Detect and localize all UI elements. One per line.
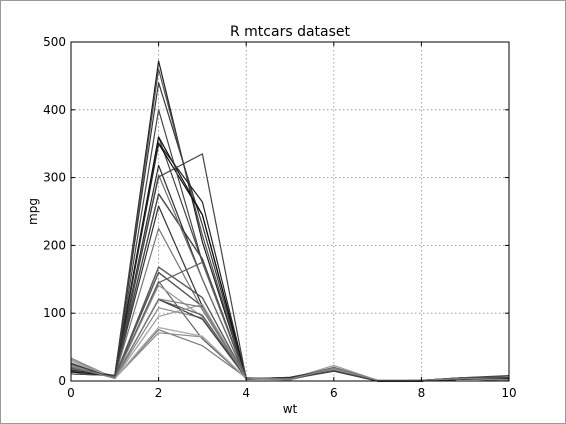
series-line (70, 298, 510, 382)
chart-title: R mtcars dataset (230, 24, 351, 40)
x-tick-label: 2 (155, 386, 163, 400)
y-tick-label: 400 (43, 103, 66, 117)
y-axis-label: mpg (26, 198, 40, 225)
x-tick-label: 0 (67, 386, 75, 400)
series-line (70, 227, 510, 382)
x-tick-label: 4 (242, 386, 250, 400)
y-tick-label: 200 (43, 238, 66, 252)
x-tick-label: 8 (418, 386, 426, 400)
y-tick-label: 300 (43, 171, 66, 185)
x-tick-label: 6 (330, 386, 338, 400)
series-line (70, 142, 510, 382)
plot-area-border (70, 41, 510, 382)
series-line (70, 68, 510, 382)
series-line (70, 271, 509, 382)
series-line (70, 271, 509, 382)
y-tick-label: 100 (43, 306, 66, 320)
x-axis-label: wt (283, 402, 298, 416)
series-lines (70, 60, 510, 382)
series-line (70, 298, 510, 381)
series-line (70, 298, 510, 382)
x-tick-label: 10 (501, 386, 516, 400)
series-line (70, 82, 510, 382)
series-line (70, 307, 510, 381)
y-tick-label: 0 (58, 374, 66, 388)
series-line (70, 284, 510, 382)
y-tick-label: 500 (43, 35, 66, 49)
